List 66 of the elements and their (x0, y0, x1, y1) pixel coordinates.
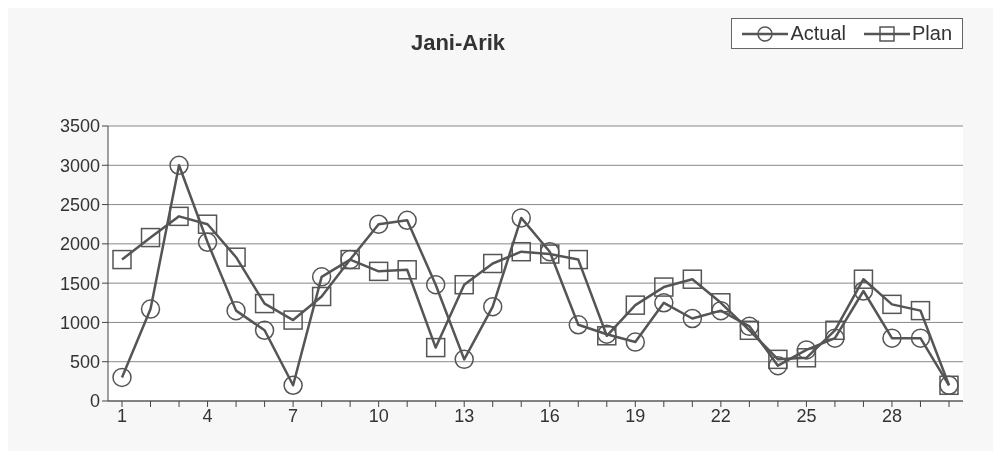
point (311, 286, 332, 307)
point (682, 269, 703, 289)
point (625, 332, 646, 352)
point (568, 249, 589, 270)
point (454, 274, 474, 295)
point (796, 348, 817, 368)
x-tick-label: 7 (288, 405, 299, 426)
point (482, 253, 503, 274)
y-tick-label: 3500 (59, 116, 100, 137)
point (283, 375, 303, 396)
point (454, 349, 474, 370)
point (283, 310, 303, 330)
x-tick-label: 19 (625, 405, 646, 426)
point (825, 328, 845, 348)
point (169, 206, 189, 227)
point (112, 249, 132, 270)
x-tick-label: 28 (881, 405, 902, 426)
point (368, 261, 389, 282)
legend-label: Plan (911, 22, 952, 45)
point (254, 320, 275, 341)
point (482, 296, 503, 317)
point (882, 328, 902, 348)
point (140, 299, 161, 319)
x-tick-label: 4 (202, 405, 213, 426)
x-tick-label: 22 (710, 405, 731, 426)
y-tick-label: 3000 (59, 155, 100, 176)
x-tick-label: 13 (454, 405, 475, 426)
point (197, 214, 218, 234)
point (768, 349, 788, 370)
point (910, 300, 931, 321)
y-tick-label: 2000 (59, 234, 100, 255)
legend-label: Actual (790, 22, 846, 45)
point (511, 241, 531, 262)
x-tick-label: 1 (116, 405, 128, 426)
point (825, 320, 845, 341)
point (226, 300, 246, 321)
point (397, 260, 417, 280)
point (568, 315, 589, 335)
point (140, 227, 161, 248)
y-tick-label: 1500 (59, 273, 100, 294)
y-tick-label: 2500 (59, 194, 100, 215)
point (368, 214, 389, 234)
x-tick-label: 10 (368, 405, 389, 426)
point (397, 210, 417, 231)
point (511, 208, 531, 228)
point (654, 293, 674, 313)
point (654, 277, 674, 297)
point (882, 294, 902, 315)
y-tick-label: 500 (69, 352, 100, 373)
point (254, 293, 275, 314)
point (425, 274, 446, 295)
y-tick-label: 1000 (59, 312, 100, 333)
point (425, 337, 446, 358)
point (625, 295, 646, 315)
point (682, 308, 703, 329)
x-tick-label: 25 (796, 405, 817, 426)
point (197, 232, 218, 253)
chart-title: Jani-Arik (409, 30, 507, 56)
point (169, 155, 189, 176)
y-tick-label: 0 (89, 391, 100, 412)
x-tick-label: 16 (539, 405, 560, 426)
point (910, 328, 931, 348)
point (226, 247, 246, 267)
point (311, 267, 332, 287)
point (853, 269, 874, 289)
point (112, 367, 132, 388)
